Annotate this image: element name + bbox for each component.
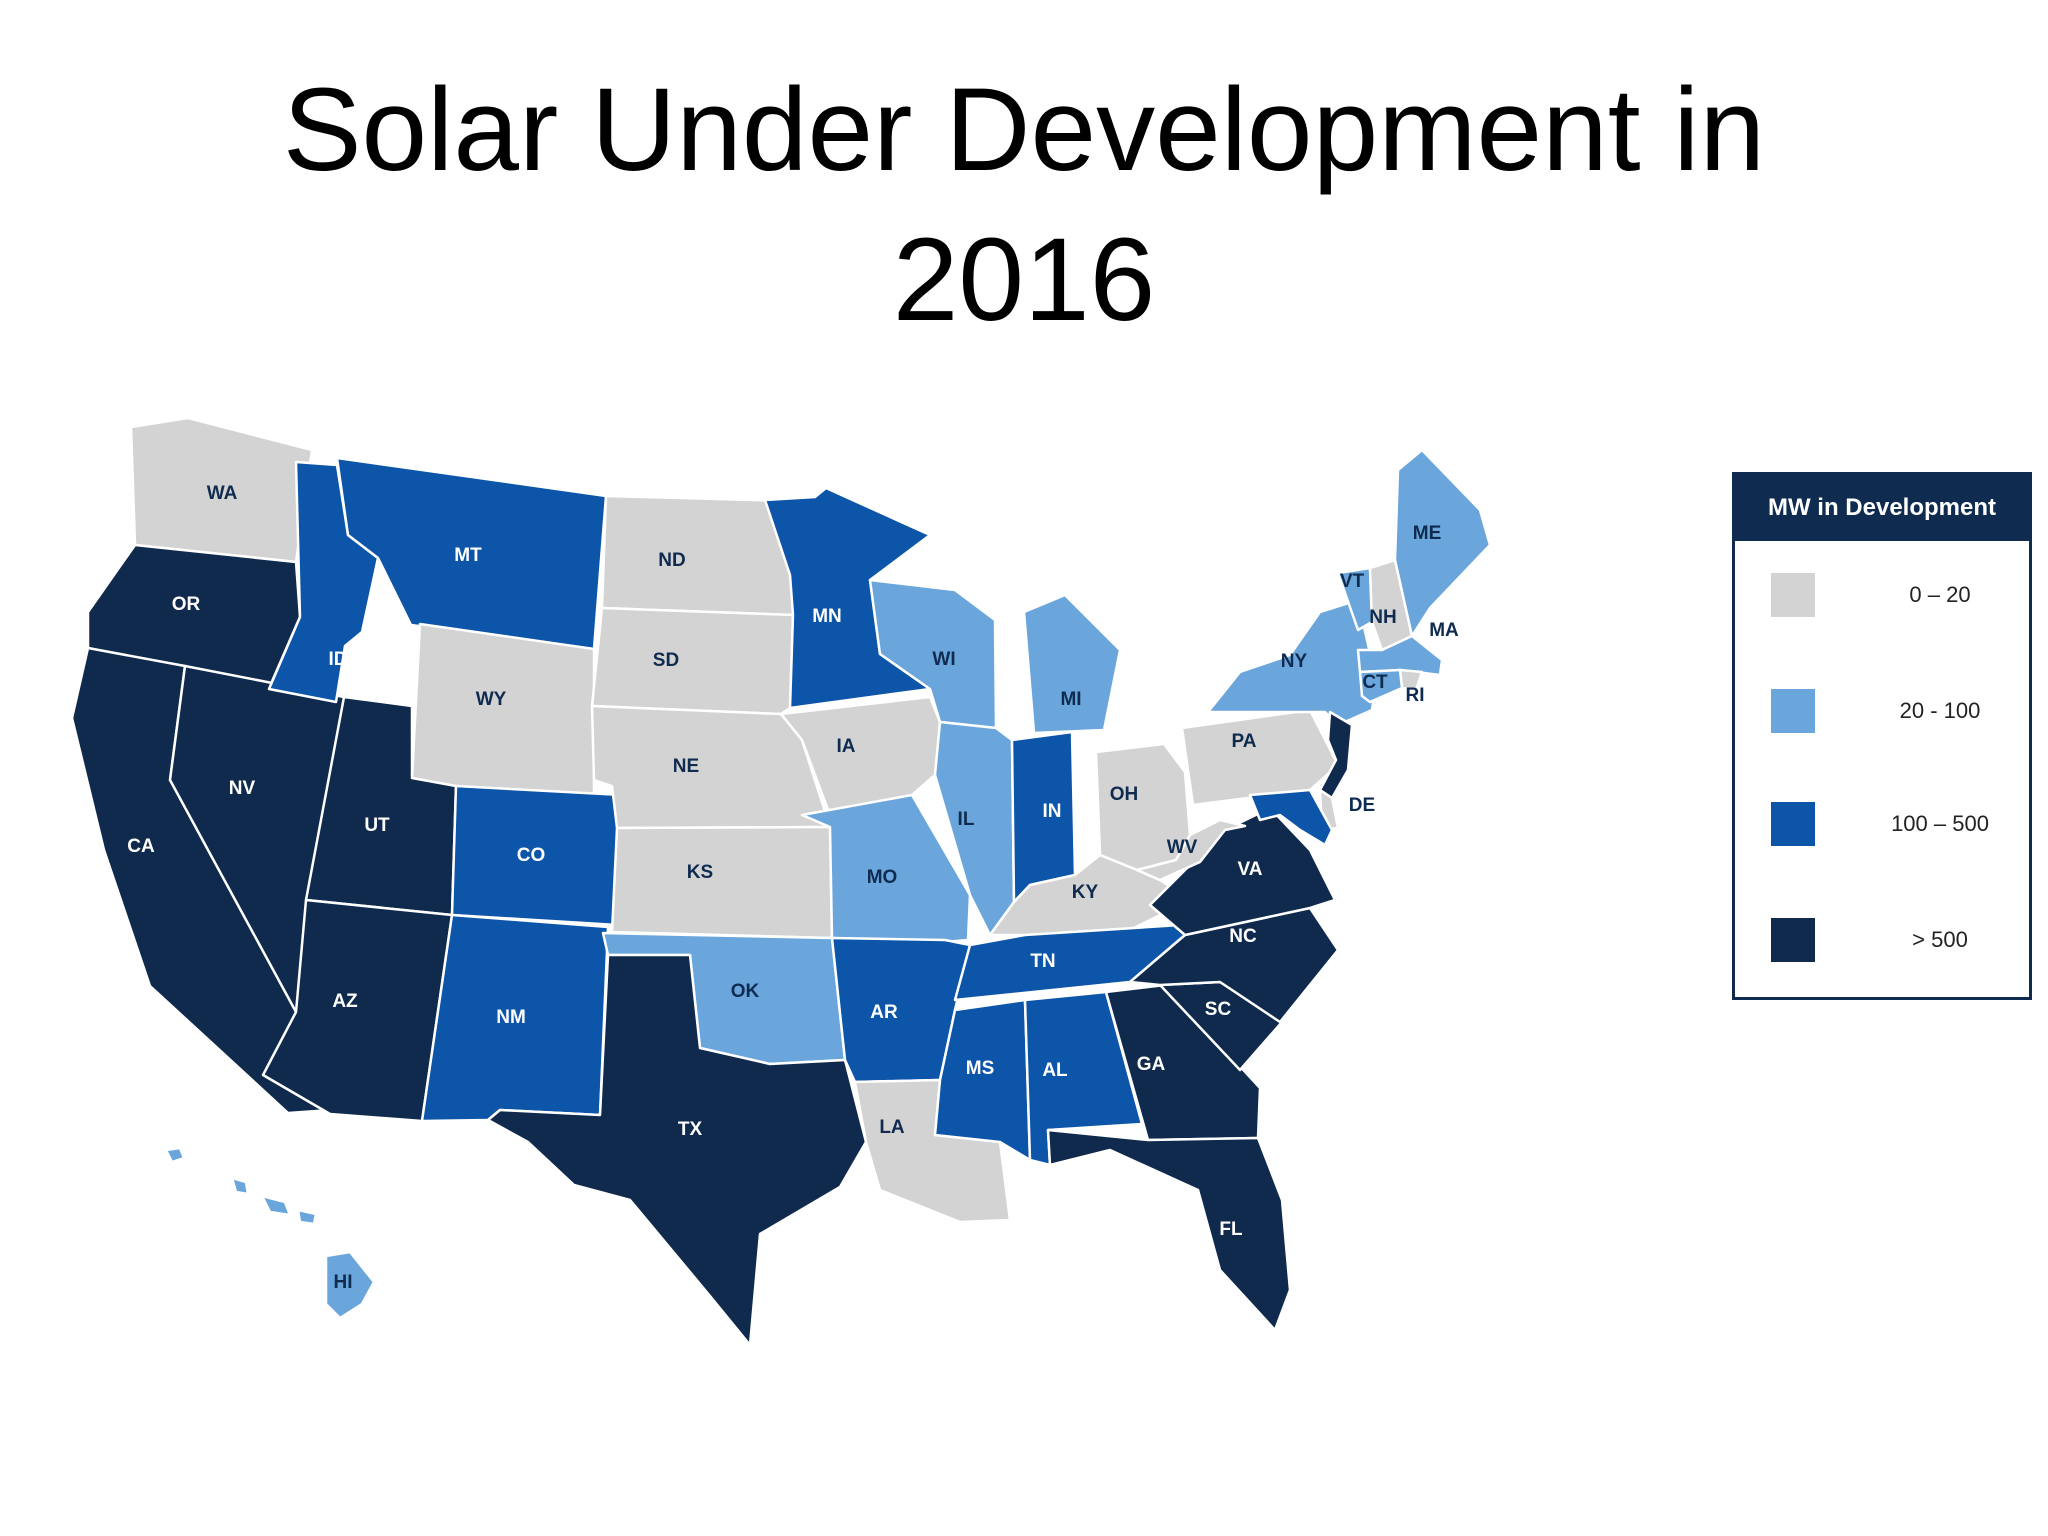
state-pa: [1180, 708, 1340, 807]
state-ia: [779, 695, 942, 817]
state-label-wi: WI: [932, 649, 955, 670]
state-label-ca: CA: [127, 836, 155, 857]
state-label-id: ID: [329, 649, 348, 670]
state-label-nh: NH: [1369, 607, 1396, 628]
state-sd: [590, 606, 795, 716]
state-label-hi: HI: [334, 1272, 353, 1293]
legend-title: MW in Development: [1735, 475, 2029, 541]
state-label-ga: GA: [1137, 1054, 1166, 1075]
state-label-nc: NC: [1229, 926, 1257, 947]
state-mo: [800, 793, 972, 944]
state-hi-island-1: [164, 1146, 186, 1164]
state-label-nv: NV: [229, 778, 256, 799]
state-wv: [1135, 818, 1247, 882]
state-label-ct: CT: [1362, 672, 1388, 693]
state-fl: [1046, 1128, 1292, 1332]
legend-label: 100 – 500: [1891, 811, 1989, 836]
state-label-me: ME: [1413, 523, 1442, 544]
legend-label: > 500: [1912, 927, 1968, 952]
state-label-va: VA: [1238, 859, 1263, 880]
state-label-oh: OH: [1110, 784, 1139, 805]
state-ga: [1104, 983, 1262, 1142]
state-label-ma: MA: [1429, 620, 1459, 641]
title-line-1: Solar Under Development in: [282, 64, 1766, 196]
state-label-ut: UT: [364, 815, 390, 836]
state-label-az: AZ: [332, 991, 358, 1012]
legend-label: 20 - 100: [1899, 698, 1981, 723]
legend-item-0-20: 0 – 20: [1735, 573, 2029, 623]
state-label-wy: WY: [476, 689, 507, 710]
legend-item-100-500: 100 – 500: [1735, 802, 2029, 852]
state-hi-island-3: [260, 1194, 292, 1217]
state-md: [1248, 788, 1334, 847]
state-nd: [600, 494, 795, 617]
state-ct: [1358, 668, 1404, 704]
state-label-ks: KS: [687, 862, 713, 883]
state-label-al: AL: [1042, 1060, 1068, 1081]
state-label-wa: WA: [207, 483, 238, 504]
legend-item-20-100: 20 - 100: [1735, 689, 2029, 739]
state-label-vt: VT: [1340, 571, 1365, 592]
state-label-ny: NY: [1281, 651, 1308, 672]
legend-item-over-500: > 500: [1735, 918, 2029, 968]
state-label-ne: NE: [673, 756, 699, 777]
state-label-nd: ND: [658, 550, 685, 571]
state-hi-island-2: [230, 1176, 250, 1196]
state-label-wv: WV: [1167, 837, 1198, 858]
state-label-fl: FL: [1219, 1219, 1243, 1240]
state-label-ar: AR: [870, 1002, 898, 1023]
state-hi-island-4: [296, 1208, 318, 1226]
state-label-md: MD: [1352, 827, 1382, 848]
state-me: [1393, 448, 1492, 638]
state-hi: [324, 1250, 376, 1320]
state-label-in: IN: [1043, 801, 1062, 822]
map-legend: MW in Development 0 – 20 20 - 100 100 – …: [1732, 472, 2032, 1000]
state-tx: [486, 953, 868, 1347]
state-label-tx: TX: [678, 1119, 703, 1140]
state-label-sd: SD: [653, 650, 679, 671]
state-label-ok: OK: [731, 981, 760, 1002]
legend-swatch: [1771, 573, 1815, 617]
page-title: Solar Under Development in 2016: [0, 55, 2048, 355]
legend-swatch: [1771, 689, 1815, 733]
state-label-ky: KY: [1072, 882, 1099, 903]
legend-swatch: [1771, 802, 1815, 846]
state-label-nj: NJ: [1363, 741, 1387, 762]
state-label-mt: MT: [454, 545, 482, 566]
legend-label: 0 – 20: [1909, 582, 1971, 607]
state-label-la: LA: [879, 1117, 905, 1138]
state-label-nm: NM: [496, 1007, 526, 1028]
state-label-il: IL: [958, 809, 975, 830]
legend-swatch: [1771, 918, 1815, 962]
state-label-pa: PA: [1232, 731, 1257, 752]
state-label-tn: TN: [1030, 951, 1055, 972]
state-label-co: CO: [517, 845, 546, 866]
state-label-sc: SC: [1205, 999, 1232, 1020]
state-label-de: DE: [1349, 795, 1375, 816]
state-label-mo: MO: [867, 867, 898, 888]
state-label-mn: MN: [812, 606, 842, 627]
title-line-2: 2016: [892, 214, 1156, 346]
state-label-ri: RI: [1406, 685, 1425, 706]
state-ks: [610, 825, 834, 940]
state-label-or: OR: [172, 594, 201, 615]
state-label-ia: IA: [837, 736, 856, 757]
state-label-mi: MI: [1060, 689, 1081, 710]
state-label-ms: MS: [966, 1058, 995, 1079]
state-mi: [1022, 593, 1122, 735]
